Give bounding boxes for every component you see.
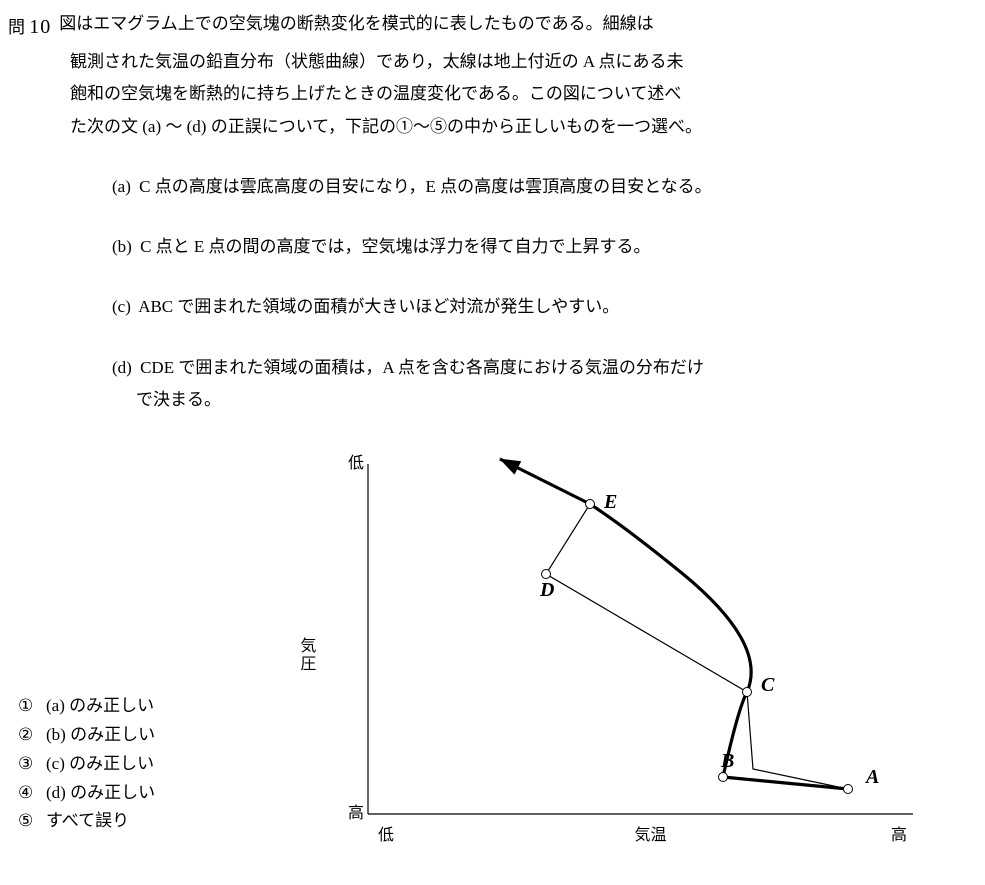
chart-svg: ABCDE低高低気温高 (318, 444, 928, 854)
statement-c-text: ABC で囲まれた領域の面積が大きいほど対流が発生しやすい。 (138, 297, 619, 316)
y-axis-label: 気圧 (290, 637, 320, 673)
question-number: 10 (29, 16, 51, 38)
statement-c: (c) ABC で囲まれた領域の面積が大きいほど対流が発生しやすい。 (112, 291, 935, 323)
svg-text:低: 低 (348, 454, 364, 472)
statement-b-label: (b) (112, 237, 132, 256)
svg-text:C: C (761, 674, 775, 696)
statement-a: (a) C 点の高度は雲底高度の目安になり，E 点の高度は雲頂高度の目安となる。 (112, 171, 935, 203)
option-4: ④(d) のみ正しい (18, 779, 155, 808)
svg-text:A: A (864, 766, 879, 788)
option-1-text: (a) のみ正しい (46, 696, 154, 715)
option-3-num: ③ (18, 750, 46, 779)
option-5: ⑤すべて誤り (18, 807, 155, 836)
statement-d-sub: で決まる。 (112, 384, 935, 416)
question-text-line2: 観測された気温の鉛直分布（状態曲線）であり，太線は地上付近の A 点にある未 (8, 46, 955, 78)
statement-a-label: (a) (112, 177, 131, 196)
statement-a-text: C 点の高度は雲底高度の目安になり，E 点の高度は雲頂高度の目安となる。 (139, 177, 712, 196)
option-1-num: ① (18, 692, 46, 721)
option-3: ③(c) のみ正しい (18, 750, 155, 779)
question-header: 問 10 図はエマグラム上での空気塊の断熱変化を模式的に表したものである。細線は (8, 8, 955, 46)
option-5-num: ⑤ (18, 807, 46, 836)
svg-text:高: 高 (891, 826, 907, 844)
statement-b-text: C 点と E 点の間の高度では，空気塊は浮力を得て自力で上昇する。 (140, 237, 650, 256)
answer-options: ①(a) のみ正しい ②(b) のみ正しい ③(c) のみ正しい ④(d) のみ… (18, 692, 155, 836)
option-3-text: (c) のみ正しい (46, 754, 154, 773)
question-label: 問 10 (8, 8, 51, 46)
option-2-num: ② (18, 721, 46, 750)
option-4-text: (d) のみ正しい (46, 783, 155, 802)
option-4-num: ④ (18, 779, 46, 808)
option-2-text: (b) のみ正しい (46, 725, 155, 744)
svg-text:高: 高 (348, 804, 364, 822)
statement-c-label: (c) (112, 297, 131, 316)
option-1: ①(a) のみ正しい (18, 692, 155, 721)
statement-b: (b) C 点と E 点の間の高度では，空気塊は浮力を得て自力で上昇する。 (112, 231, 935, 263)
statements: (a) C 点の高度は雲底高度の目安になり，E 点の高度は雲頂高度の目安となる。… (8, 171, 955, 416)
statement-d: (d) CDE で囲まれた領域の面積は，A 点を含む各高度における気温の分布だけ… (112, 352, 935, 417)
option-5-text: すべて誤り (46, 811, 129, 830)
svg-text:気温: 気温 (634, 826, 666, 844)
statement-d-label: (d) (112, 358, 132, 377)
lower-region: ①(a) のみ正しい ②(b) のみ正しい ③(c) のみ正しい ④(d) のみ… (8, 444, 955, 864)
question-text-line4: た次の文 (a) ～ (d) の正誤について，下記の①～⑤の中から正しいものを一… (8, 111, 955, 143)
svg-text:E: E (603, 491, 617, 513)
question-label-text: 問 (8, 18, 25, 37)
emagram-chart: 気圧 ABCDE低高低気温高 (318, 444, 928, 865)
statement-d-text: CDE で囲まれた領域の面積は，A 点を含む各高度における気温の分布だけ (140, 358, 704, 377)
question-text-line1: 図はエマグラム上での空気塊の断熱変化を模式的に表したものである。細線は (59, 8, 659, 40)
option-2: ②(b) のみ正しい (18, 721, 155, 750)
question-text-line3: 飽和の空気塊を断熱的に持ち上げたときの温度変化である。この図について述べ (8, 78, 955, 110)
svg-text:D: D (539, 579, 554, 601)
svg-text:低: 低 (378, 826, 394, 844)
svg-text:B: B (720, 750, 734, 772)
